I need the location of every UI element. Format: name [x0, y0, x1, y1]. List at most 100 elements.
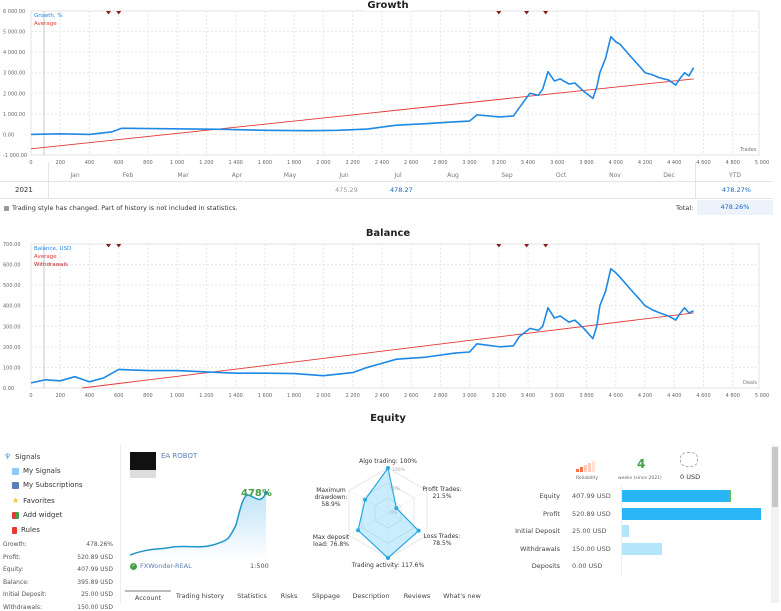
- scrollbar[interactable]: [771, 445, 779, 603]
- y-tick-label: 1 000.00: [3, 112, 25, 118]
- radar-label-drawdown: Maximum drawdown: 58.9%: [314, 487, 348, 508]
- x-tick-label: 4 600: [696, 393, 710, 399]
- bar-label: Equity: [539, 492, 560, 500]
- x-tick-label: 200: [55, 160, 65, 166]
- radar-label-loss: Loss Trades: 78.5%: [423, 533, 461, 547]
- reliability-label: Reliability: [576, 476, 598, 481]
- series-line-balance-usd: [30, 267, 694, 384]
- tab-statistics[interactable]: Statistics: [237, 592, 267, 600]
- stat-label: Growth:: [3, 541, 27, 548]
- bookmark-icon: [12, 526, 17, 534]
- withdrawal-marker[interactable]: [496, 11, 502, 15]
- radar-label-deposit-load: Max deposit load: 76.8%: [312, 534, 350, 548]
- withdrawal-marker[interactable]: [116, 11, 122, 15]
- stat-value: 520.89 USD: [77, 553, 113, 561]
- x-tick-label: 3 600: [550, 393, 564, 399]
- month-value-jun: 475.29: [335, 186, 358, 194]
- verified-icon: ✓: [130, 562, 137, 570]
- radar-point: [363, 497, 368, 502]
- signal-icon: [12, 467, 19, 475]
- withdrawal-marker[interactable]: [105, 11, 111, 15]
- tab-what-s-new[interactable]: What's new: [443, 592, 481, 600]
- x-tick-label: 1 200: [199, 160, 213, 166]
- tab-risks[interactable]: Risks: [280, 592, 298, 600]
- tab-trading-history[interactable]: Trading history: [175, 592, 225, 600]
- x-tick-label: 4 000: [609, 393, 623, 399]
- stat-label: Equity:: [3, 566, 24, 573]
- total-value: 478.26%: [697, 200, 773, 215]
- withdrawal-marker[interactable]: [105, 244, 111, 248]
- scrollbar-thumb[interactable]: [772, 447, 778, 507]
- tab-description[interactable]: Description: [352, 592, 390, 600]
- info-icon: [4, 205, 9, 211]
- x-axis-label: Deals: [743, 380, 757, 386]
- x-tick-label: 1 200: [199, 393, 213, 399]
- tab-account[interactable]: Account: [124, 590, 172, 603]
- x-tick-label: 3 600: [550, 160, 564, 166]
- signal-thumbnail[interactable]: [130, 452, 156, 470]
- radar-point: [416, 528, 421, 533]
- bar-value: 407.99 USD: [572, 492, 611, 500]
- x-axis-label: Trades: [740, 147, 757, 153]
- menu-add-widget[interactable]: Add widget: [12, 511, 62, 519]
- x-tick-label: 3 800: [579, 393, 593, 399]
- month-header: Oct: [555, 172, 567, 179]
- legend-growth: Growth, %: [34, 13, 63, 19]
- stat-value: 25.00 USD: [81, 591, 113, 598]
- withdrawal-marker[interactable]: [543, 11, 549, 15]
- month-header: Sep: [501, 172, 513, 179]
- broker-name[interactable]: FXWonder-REAL: [140, 562, 192, 570]
- month-header: Apr: [231, 172, 243, 179]
- plot-area: [30, 10, 760, 156]
- y-tick-label: 500.00: [3, 283, 21, 289]
- month-header: Jan: [70, 172, 80, 179]
- tab-reviews[interactable]: Reviews: [403, 592, 431, 600]
- signal-name[interactable]: EA ROBOT: [161, 452, 198, 460]
- withdrawal-marker[interactable]: [496, 244, 502, 248]
- legend-balance: Balance, USD: [34, 246, 72, 252]
- series-line-average: [82, 312, 694, 389]
- bar-value: 25.00 USD: [572, 527, 607, 535]
- x-tick-label: 2 800: [433, 160, 447, 166]
- growth-percent: 478%: [241, 488, 272, 499]
- bar-profit: [622, 507, 761, 520]
- withdrawal-marker[interactable]: [524, 11, 530, 15]
- equity-title: Equity: [370, 413, 406, 424]
- legend-average: Average: [34, 21, 57, 27]
- growth-chart: 0 200 400 600 800 1 000 1 200 1 400 1 600 1 800 2 …: [3, 9, 769, 166]
- bar-value: 0.00 USD: [572, 562, 603, 570]
- plot-area: [30, 243, 760, 389]
- radar-ring-100: 100%: [392, 468, 405, 473]
- history-note: Trading style has changed. Part of histo…: [12, 204, 238, 212]
- radar-ring-50: 50%: [390, 487, 401, 492]
- y-tick-label: 3 000.00: [3, 71, 25, 77]
- stat-label: Initial Deposit:: [3, 591, 47, 598]
- menu-my-subscriptions[interactable]: My Subscriptions: [12, 481, 83, 489]
- month-header: Aug: [447, 172, 459, 179]
- y-tick-label: 0.00: [3, 386, 14, 392]
- stat-row: Profit: 520.89 USD: [3, 554, 113, 561]
- radar-label-activity: Trading activity: 117.6%: [351, 562, 425, 569]
- year-label: 2021: [15, 186, 33, 194]
- x-tick-label: 5 000: [755, 393, 769, 399]
- legend-withdrawals: Withdrawals: [34, 262, 68, 268]
- menu-favorites[interactable]: ★ Favorites: [12, 496, 55, 505]
- withdrawal-marker[interactable]: [116, 244, 122, 248]
- tab-slippage[interactable]: Slippage: [311, 592, 341, 600]
- x-tick-label: 4 800: [726, 160, 740, 166]
- widget-icon: [12, 511, 19, 519]
- weeks-label: weeks (since 2021): [618, 476, 662, 481]
- month-header: Jun: [339, 172, 349, 179]
- withdrawal-marker[interactable]: [543, 244, 549, 248]
- x-tick-label: 1 000: [170, 393, 184, 399]
- bar-initial-deposit: [622, 525, 629, 537]
- star-icon: ★: [12, 496, 20, 505]
- radar-ring-0: 0%: [390, 511, 398, 516]
- withdrawal-marker[interactable]: [524, 244, 530, 248]
- menu-rules[interactable]: Rules: [12, 526, 40, 534]
- total-label: Total:: [676, 204, 694, 212]
- menu-my-signals[interactable]: My Signals: [12, 467, 61, 475]
- menu-signals[interactable]: ♆ Signals: [4, 452, 41, 461]
- x-tick-label: 2 000: [316, 393, 330, 399]
